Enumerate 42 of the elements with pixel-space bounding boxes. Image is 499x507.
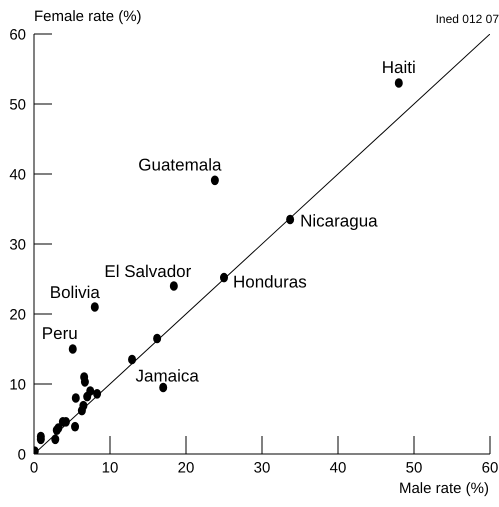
- y-tick-label: 60: [9, 26, 26, 44]
- annotation: Guatemala: [138, 155, 222, 174]
- annotation: Peru: [42, 324, 78, 343]
- point: [159, 382, 168, 392]
- y-tick-label: 30: [9, 236, 26, 254]
- point: [210, 176, 219, 186]
- y-tick-label: 40: [9, 166, 26, 184]
- annotation: Bolivia: [50, 283, 100, 302]
- x-axis-title: Male rate (%): [398, 480, 489, 497]
- point: [90, 302, 99, 312]
- point: [153, 334, 162, 344]
- point: [51, 434, 60, 444]
- annotation: Jamaica: [136, 366, 200, 386]
- annotation: Haiti: [382, 58, 416, 77]
- annotation: Honduras: [233, 272, 307, 292]
- x-tick-label: 10: [102, 460, 118, 477]
- point: [78, 406, 86, 416]
- x-tick-label: 60: [482, 460, 498, 477]
- point: [68, 344, 77, 354]
- point: [394, 78, 403, 88]
- point: [72, 393, 80, 403]
- annotation: Nicaragua: [300, 212, 378, 230]
- x-tick-label: 40: [330, 460, 346, 477]
- annotation: El Salvador: [104, 262, 192, 281]
- point: [170, 281, 178, 291]
- x-tick-label: 50: [406, 460, 422, 477]
- y-tick-label: 10: [9, 376, 26, 394]
- point: [128, 354, 136, 364]
- point: [93, 389, 102, 399]
- text: Ined 012 07: [436, 12, 499, 26]
- x-tick-label: 0: [30, 460, 38, 477]
- y-axis-title: Female rate (%): [34, 8, 142, 25]
- y-tick-label: 50: [9, 96, 26, 114]
- point: [83, 392, 92, 402]
- y-tick-label: 20: [9, 306, 26, 324]
- x-tick-label: 30: [254, 460, 270, 477]
- x-tick-label: 20: [178, 460, 194, 477]
- point: [71, 422, 80, 432]
- point: [220, 272, 228, 282]
- point: [80, 377, 89, 387]
- y-tick-label: 0: [18, 446, 26, 464]
- point: [286, 214, 294, 224]
